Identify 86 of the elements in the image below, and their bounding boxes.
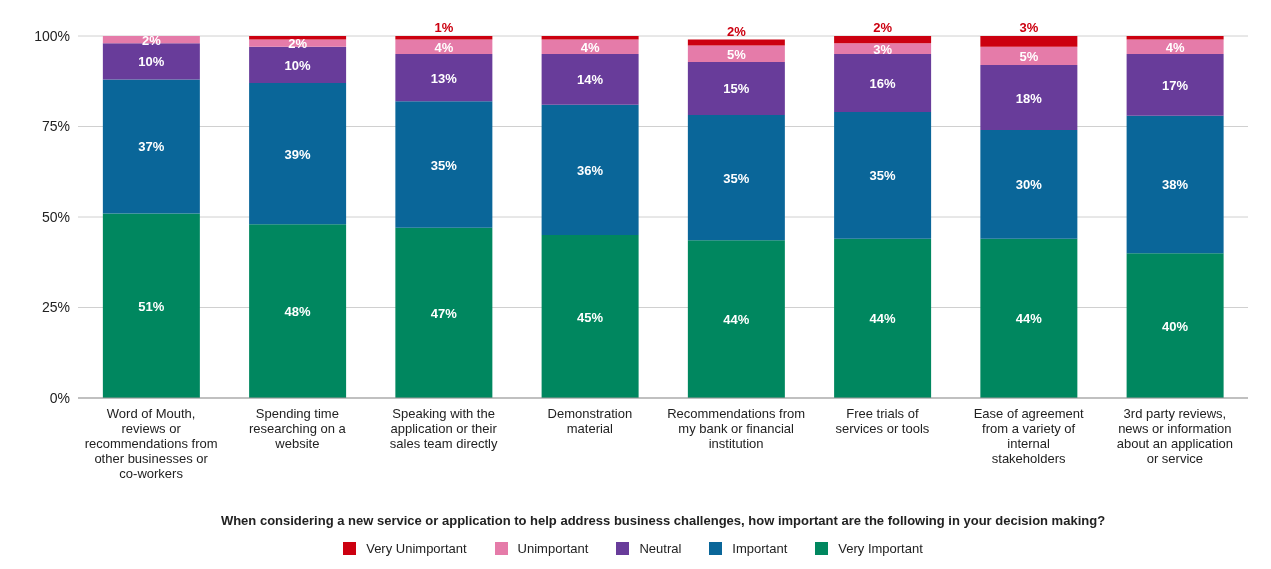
- bar: [1126, 36, 1224, 40]
- y-tick-label: 75%: [41, 118, 70, 135]
- bar: [395, 54, 493, 102]
- x-tick-label: 3rd party reviews, news or information about an application or service: [1116, 406, 1234, 466]
- bar: [687, 62, 785, 115]
- data-label: 2%: [141, 32, 162, 48]
- bar: [980, 130, 1078, 239]
- bar: [541, 104, 639, 236]
- data-label: 44%: [723, 312, 750, 328]
- data-label: 35%: [430, 157, 458, 173]
- bar: [687, 45, 785, 63]
- data-label: 14%: [577, 72, 604, 88]
- bar: [102, 79, 200, 214]
- legend-label: Important: [731, 541, 788, 556]
- bar: [834, 36, 932, 44]
- data-label: 3%: [873, 41, 893, 57]
- data-label: 5%: [726, 46, 747, 62]
- x-axis-title: When considering a new service or application to help address business challenges, how important are the following in your decision making?: [220, 513, 1106, 528]
- legend-label: Neutral: [638, 541, 682, 556]
- bar: [687, 240, 785, 398]
- bar: [541, 54, 639, 105]
- bar: [980, 46, 1078, 65]
- bar: [980, 64, 1078, 131]
- y-tick-label: 0%: [49, 389, 70, 406]
- x-tick-label: Spending time researching on a website: [248, 406, 347, 451]
- data-label: 16%: [869, 76, 897, 92]
- bar: [541, 36, 639, 40]
- x-tick-label: Free trials of services or tools: [835, 406, 930, 436]
- x-tick-label: Demonstration material: [547, 406, 633, 436]
- bar: [249, 46, 347, 84]
- data-label: 1%: [434, 20, 454, 35]
- data-label: 18%: [1015, 90, 1043, 106]
- legend-label: Very Important: [837, 541, 923, 556]
- data-label: 39%: [284, 146, 312, 162]
- bar: [687, 114, 785, 241]
- data-label: 44%: [1015, 311, 1043, 327]
- data-label: 37%: [138, 139, 165, 155]
- data-label: 4%: [434, 39, 454, 55]
- x-tick-label: Recommendations from my bank or financial institution: [667, 406, 806, 451]
- data-label: 13%: [430, 70, 458, 86]
- data-label: 2%: [873, 20, 893, 35]
- bar: [1126, 54, 1224, 116]
- data-label: 17%: [1162, 77, 1189, 93]
- data-label: 38%: [1162, 177, 1189, 193]
- bar: [541, 235, 639, 398]
- data-label: 2%: [726, 23, 747, 39]
- x-tick-label: Ease of agreement from a variety of internal stakeholders: [973, 406, 1084, 466]
- bar: [1126, 115, 1224, 254]
- y-tick-label: 100%: [34, 27, 70, 44]
- bar: [980, 36, 1078, 47]
- bar: [834, 238, 932, 398]
- y-tick-label: 50%: [41, 208, 70, 225]
- bar: [834, 54, 932, 113]
- bar: [834, 112, 932, 239]
- data-label: 40%: [1162, 318, 1189, 334]
- data-label: 4%: [580, 39, 600, 55]
- bar: [102, 213, 200, 398]
- bar: [102, 43, 200, 80]
- data-label: 30%: [1015, 177, 1043, 193]
- data-label: 4%: [1165, 39, 1185, 55]
- x-tick-label: Word of Mouth, reviews or recommendations from other businesses or co-workers: [84, 406, 218, 481]
- bar: [980, 238, 1078, 398]
- data-label: 5%: [1019, 48, 1039, 64]
- bar: [249, 36, 347, 40]
- bar: [249, 224, 347, 398]
- bar: [395, 227, 493, 398]
- data-label: 35%: [869, 168, 897, 184]
- data-label: 35%: [723, 170, 750, 186]
- y-tick-label: 25%: [41, 299, 70, 316]
- bar: [395, 36, 493, 40]
- bar: [1126, 253, 1224, 398]
- legend-label: Unimportant: [516, 541, 589, 556]
- data-label: 3%: [1019, 20, 1039, 35]
- data-label: 10%: [138, 54, 165, 70]
- data-label: 45%: [577, 309, 604, 325]
- data-label: 51%: [138, 298, 165, 314]
- data-label: 36%: [577, 162, 604, 178]
- data-label: 48%: [284, 304, 312, 320]
- legend-label: Very Unimportant: [365, 541, 467, 556]
- x-tick-label: Speaking with the application or their sales team directly: [389, 406, 498, 451]
- data-label: 44%: [869, 311, 897, 327]
- bar: [395, 101, 493, 228]
- data-label: 15%: [723, 81, 750, 97]
- bar: [249, 83, 347, 225]
- data-label: 10%: [284, 57, 312, 73]
- data-label: 47%: [430, 305, 458, 321]
